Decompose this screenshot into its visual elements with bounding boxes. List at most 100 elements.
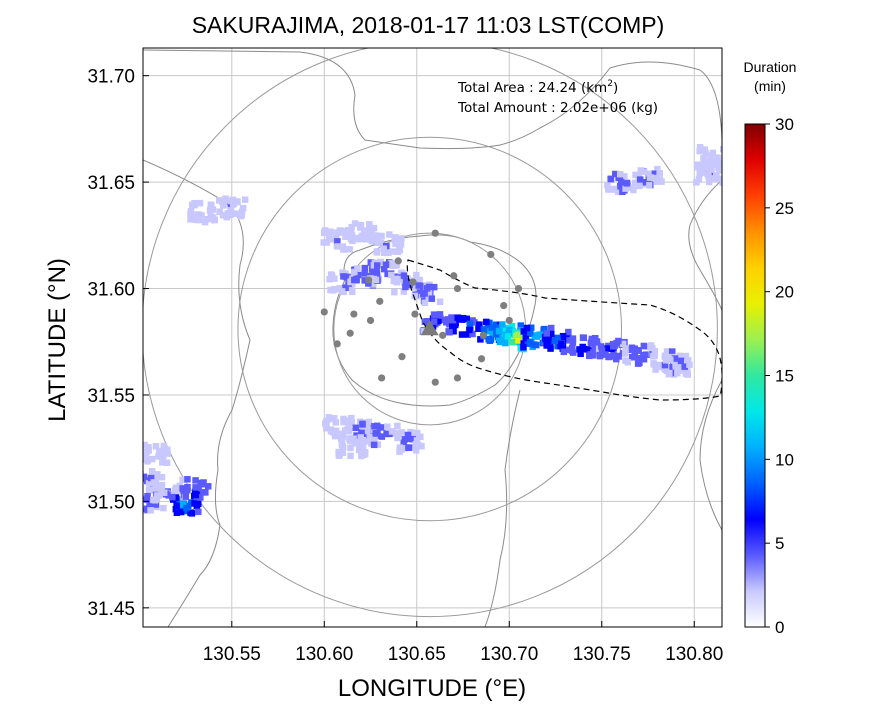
ash-cell — [188, 201, 196, 209]
ash-cell — [179, 501, 187, 508]
ash-cell — [369, 281, 377, 288]
colorbar-tick-label: 25 — [775, 199, 794, 218]
ash-cell — [216, 208, 223, 215]
ash-cell — [377, 232, 385, 240]
ash-cell — [587, 340, 595, 347]
ash-cell — [663, 348, 671, 355]
colorbar-title-line1: Duration — [744, 59, 797, 75]
ash-cell — [591, 334, 599, 342]
ash-cell — [179, 485, 186, 492]
ash-cell — [361, 438, 368, 445]
ash-cell — [577, 350, 584, 358]
ash-cell — [201, 218, 209, 226]
ash-cell — [331, 432, 339, 440]
ash-cell — [171, 486, 179, 494]
station-marker — [394, 257, 402, 265]
colorbar-tick-label: 5 — [775, 534, 784, 553]
ash-cell — [239, 204, 247, 212]
ash-cell — [354, 265, 361, 272]
ash-cell — [458, 331, 466, 338]
ash-cell — [227, 211, 235, 218]
ash-cell — [707, 162, 714, 170]
ash-cell — [469, 330, 476, 338]
ash-cell — [661, 353, 669, 360]
ash-cell — [153, 496, 160, 503]
ash-cell — [354, 271, 362, 279]
ash-cell — [671, 360, 678, 368]
ash-cell — [400, 272, 408, 279]
ash-cell — [616, 170, 624, 178]
ash-cell — [357, 235, 365, 243]
ash-cell — [651, 170, 659, 177]
ash-cell — [494, 324, 502, 331]
ash-cell — [365, 227, 372, 234]
ash-cell — [569, 339, 577, 346]
ash-cell — [164, 450, 171, 457]
ash-cell — [576, 346, 583, 353]
ash-cell — [488, 324, 496, 331]
ash-cell — [412, 441, 420, 448]
ash-cell — [715, 159, 722, 166]
ash-cell — [363, 231, 371, 239]
ash-cell — [361, 264, 369, 272]
ash-cell — [339, 443, 347, 451]
ash-cell — [392, 240, 399, 248]
ash-cell — [475, 325, 482, 332]
ash-cell — [584, 346, 591, 353]
chart-title: SAKURAJIMA, 2018-01-17 11:03 LST(COMP) — [192, 12, 665, 38]
ash-cell — [173, 509, 181, 517]
ash-cell — [369, 265, 377, 272]
ash-cell — [413, 437, 421, 444]
ash-cell — [332, 427, 340, 435]
grid-lines — [143, 48, 722, 627]
ash-cell — [520, 328, 528, 335]
ash-cell — [152, 443, 160, 450]
ash-cell — [365, 418, 373, 426]
ash-cell — [361, 270, 368, 277]
ash-cell — [323, 420, 330, 427]
ash-cell — [421, 299, 429, 307]
ash-cell — [237, 212, 245, 220]
ash-cell — [466, 326, 473, 334]
ash-cell — [347, 452, 354, 460]
ash-cell — [454, 314, 462, 321]
station-markers — [320, 229, 523, 386]
ash-cell — [669, 348, 676, 355]
ash-cell — [709, 175, 716, 182]
ash-cell — [327, 428, 335, 435]
ash-cell — [152, 485, 159, 492]
ash-cell — [415, 282, 422, 289]
ash-cell — [459, 315, 467, 322]
ash-cell — [400, 439, 407, 446]
y-axis-label: LATITUDE (°N) — [44, 258, 71, 422]
ash-cell — [548, 330, 555, 338]
volcano-triangle — [420, 319, 439, 336]
ash-cell — [341, 246, 349, 253]
ash-cell — [154, 492, 161, 499]
ash-cell — [514, 336, 521, 344]
ash-cell — [522, 334, 530, 342]
ash-cell — [397, 241, 405, 248]
ash-cell — [325, 234, 333, 242]
ash-cell — [382, 261, 390, 268]
ash-cell — [421, 290, 428, 297]
ash-cell — [158, 483, 165, 491]
ash-cell — [696, 143, 704, 151]
y-axis-ticks: 31.45 31.50 31.55 31.60 31.65 31.70 — [87, 67, 149, 620]
ash-cell — [635, 356, 642, 363]
volcano-marker — [420, 319, 439, 336]
ash-cell — [357, 434, 365, 441]
ash-cell — [144, 458, 151, 465]
ash-cell — [723, 151, 730, 158]
ash-cell — [483, 318, 490, 326]
ash-cell — [401, 445, 408, 452]
ash-cell — [610, 185, 618, 193]
ash-cell — [163, 459, 171, 467]
station-marker — [378, 374, 386, 382]
ash-cell — [135, 491, 142, 498]
ash-cell — [370, 224, 378, 232]
ash-cell — [605, 186, 612, 193]
station-marker — [453, 284, 462, 293]
x-tick-label: 130.60 — [295, 644, 353, 665]
